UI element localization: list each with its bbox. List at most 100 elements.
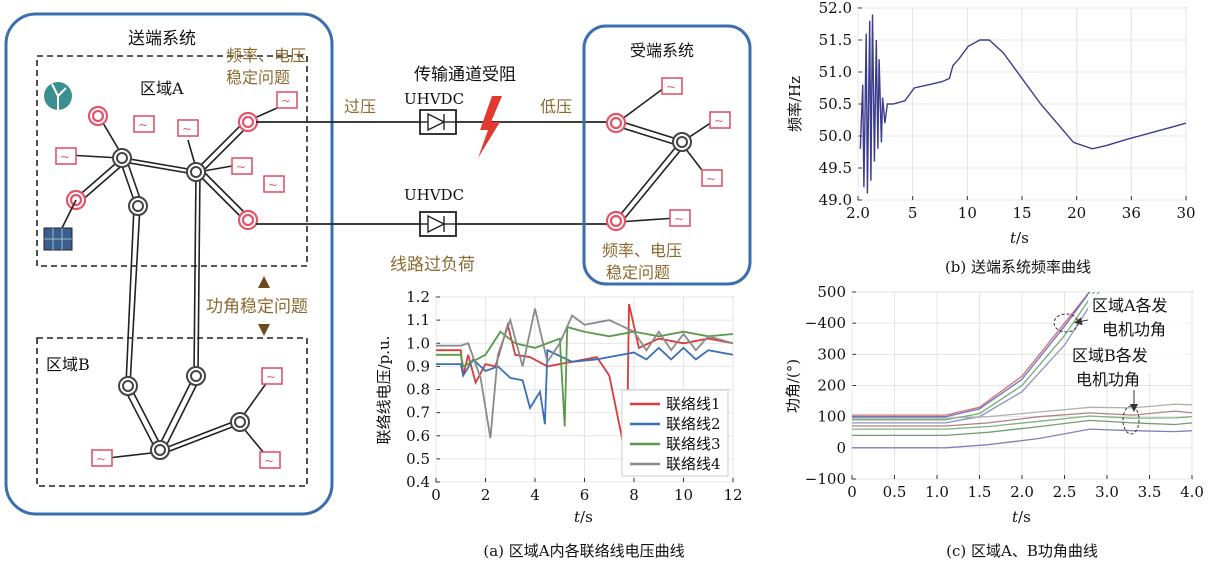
chart-a-xtick-label: 2 <box>481 486 491 504</box>
uhvdc-top-converter <box>419 109 457 135</box>
chart-b-ytick-label: 49.5 <box>819 159 852 177</box>
chart-c-ytick-label: −100 <box>805 470 846 488</box>
chart-a-caption: (a) 区域A内各联络线电压曲线 <box>483 542 684 560</box>
chart-a-xlabel-var: t <box>574 508 581 526</box>
chart-b-ytick-label: 51.0 <box>819 63 852 81</box>
angle-issue-arrow-up <box>258 276 270 288</box>
chart-c-annotation-b-line1: 区域B各发 <box>1072 346 1148 365</box>
transmission-diagram: 传输通道受阻 UHVDC 过压 低压 UHVDC 线路过负荷 受端 <box>256 24 752 286</box>
generator-box: ~ <box>263 175 285 193</box>
svg-text:~: ~ <box>96 452 106 466</box>
chart-b-xtick-label: 20 <box>1067 204 1086 222</box>
svg-text:~: ~ <box>264 454 274 468</box>
chart-c-series-line-3 <box>852 292 1096 421</box>
receiving-lines <box>615 87 713 225</box>
svg-text:~: ~ <box>706 172 716 186</box>
wind-turbine-icon <box>44 82 72 112</box>
chart-b-ylabel: 频率/Hz <box>786 76 804 132</box>
chart-a-series-line-4 <box>436 308 733 439</box>
chart-a-ytick-label: 0.7 <box>406 404 430 422</box>
chart-c-xtick-label: 0.5 <box>883 483 907 501</box>
undervoltage-label: 低压 <box>540 97 572 116</box>
chart-b-xtick-label: 10 <box>958 204 977 222</box>
generator-box: ~ <box>701 169 723 187</box>
chart-c-ytick-label: 0 <box>836 439 846 457</box>
generator-box: ~ <box>91 449 113 467</box>
chart-a-ytick-label: 0.4 <box>406 473 430 491</box>
svg-text:~: ~ <box>236 160 246 174</box>
region-a-box <box>36 55 308 267</box>
svg-text:~: ~ <box>266 370 276 384</box>
chart-c-ytick-label: 100 <box>817 408 846 426</box>
freq-voltage-issue-bottom-line2: 稳定问题 <box>606 263 670 282</box>
chart-a-xtick-label: 0 <box>431 486 441 504</box>
sending-system-label: 送端系统 <box>128 29 196 49</box>
chart-a-xlabel-unit: /s <box>580 508 593 526</box>
receiving-bus <box>672 132 692 152</box>
chart-a-xlabel: t/s <box>574 508 593 526</box>
chart-c-xtick-label: 1.0 <box>925 483 949 501</box>
svg-text:~: ~ <box>666 80 676 94</box>
chart-a-ytick-label: 0.6 <box>406 427 430 445</box>
chart-b-caption: (b) 送端系统频率曲线 <box>945 258 1091 276</box>
angle-issue-label: 功角稳定问题 <box>206 297 308 317</box>
chart-b-series-line-1 <box>859 14 1186 194</box>
sending-system-diagram: 送端系统 区域A 频率、电压 稳定问题 区域B 功角稳定问题 <box>4 12 334 516</box>
angle-issue-arrow-down <box>258 324 270 336</box>
generator-box: ~ <box>133 115 155 133</box>
chart-b-xtick-label: 2.0 <box>846 204 870 222</box>
chart-c-series-line-6 <box>852 410 1192 427</box>
svg-text:~: ~ <box>60 150 70 164</box>
chart-c-ytick-label: 500 <box>817 283 846 301</box>
chart-a-ytick-label: 0.8 <box>406 381 430 399</box>
freq-voltage-issue-bottom-line1: 频率、电压 <box>602 241 682 260</box>
chart-b-xlabel-unit: /s <box>1016 229 1029 247</box>
chart-a-xtick-label: 12 <box>723 486 742 504</box>
chart-a-legend-label: 联络线4 <box>666 455 721 473</box>
chart-b-xlabel-var: t <box>1010 229 1017 247</box>
line-overload-label: 线路过负荷 <box>390 255 475 275</box>
chart-c-series-line-2 <box>852 292 1091 418</box>
chart-a-xtick-label: 6 <box>580 486 590 504</box>
chart-c-xtick-label: 4.0 <box>1180 483 1204 501</box>
bus-node <box>112 148 132 168</box>
chart-a-xtick-label: 4 <box>530 486 540 504</box>
chart-a-ytick-label: 1.0 <box>406 334 430 352</box>
red-node <box>605 112 627 134</box>
chart-b-xtick-label: 15 <box>1012 204 1031 222</box>
generator-box: ~ <box>709 111 731 129</box>
chart-a-ylabel: 联络线电压/p.u. <box>375 336 393 445</box>
svg-text:~: ~ <box>182 122 192 136</box>
generator-box: ~ <box>177 119 199 137</box>
svg-text:~: ~ <box>138 118 148 132</box>
receiving-system-label: 受端系统 <box>630 41 694 60</box>
chart-b-xlabel: t/s <box>1010 229 1029 247</box>
chart-c-ytick-label: 300 <box>817 345 846 363</box>
receiving-generators: ~ ~ ~ ~ <box>661 77 731 227</box>
region-b-box <box>36 337 308 487</box>
chart-a-ytick-label: 1.2 <box>406 288 430 306</box>
chart-b-ytick-label: 49.0 <box>819 191 852 209</box>
bus-node <box>118 376 138 396</box>
freq-voltage-issue-top-line2: 稳定问题 <box>226 68 290 87</box>
chart-a-ytick-label: 0.5 <box>406 450 430 468</box>
freq-voltage-issue-top-line1: 频率、电压 <box>226 46 306 65</box>
chart-c-annotation-a-line2: 电机功角 <box>1102 320 1166 339</box>
generator-box: ~ <box>661 77 683 95</box>
uhvdc-bottom-converter <box>419 211 457 237</box>
chart-b-xtick-label: 5 <box>908 204 918 222</box>
region-a-lines <box>67 103 287 386</box>
uhvdc-top-label: UHVDC <box>404 90 464 108</box>
chart-b-ytick-label: 52.0 <box>819 0 852 17</box>
chart-c-series-line-8 <box>852 419 1192 437</box>
chart-b-frequency: 49.0 49.5 50.0 50.5 51.0 51.5 52.0 2.0 5 10 15 20 3… <box>786 0 1196 276</box>
receiving-red-nodes <box>605 112 627 232</box>
chart-c-xtick-label: 3.5 <box>1138 483 1162 501</box>
chart-b-xtick-label: 36 <box>1122 204 1141 222</box>
chart-c-ytick-label: −400 <box>805 314 846 332</box>
bus-node <box>128 196 148 216</box>
overvoltage-label: 过压 <box>344 97 376 116</box>
red-node <box>605 210 627 232</box>
region-a-label: 区域A <box>140 79 184 98</box>
